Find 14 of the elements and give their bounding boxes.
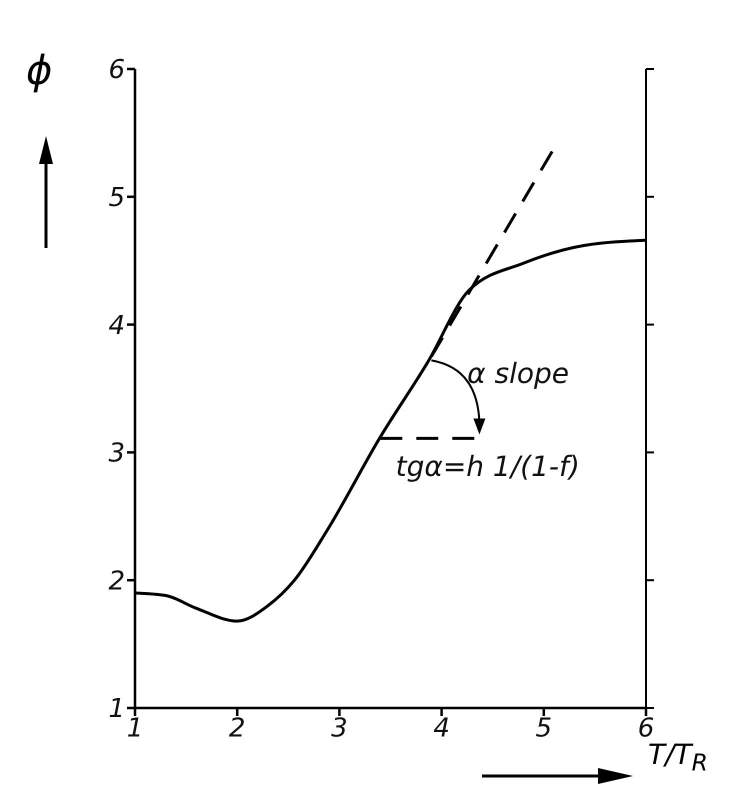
annotation: α slope [467,356,569,390]
x-tick-label: 4 [433,713,450,744]
y-tick-label: 5 [108,183,125,214]
x-tick-label: 1 [126,713,144,744]
x-tick-label: 5 [536,713,552,744]
x-tick-label: 2 [228,713,246,744]
y-tick-label: 3 [108,438,125,469]
y-tick-label: 6 [108,55,125,86]
y-tick-label: 1 [108,694,125,724]
y-tick-label: 4 [108,310,125,341]
y-tick-label: 2 [108,566,125,596]
y-axis-title: ϕ [26,48,52,94]
x-tick-label: 3 [331,713,348,744]
annotation: tgα=h 1/(1-f) [396,450,580,483]
